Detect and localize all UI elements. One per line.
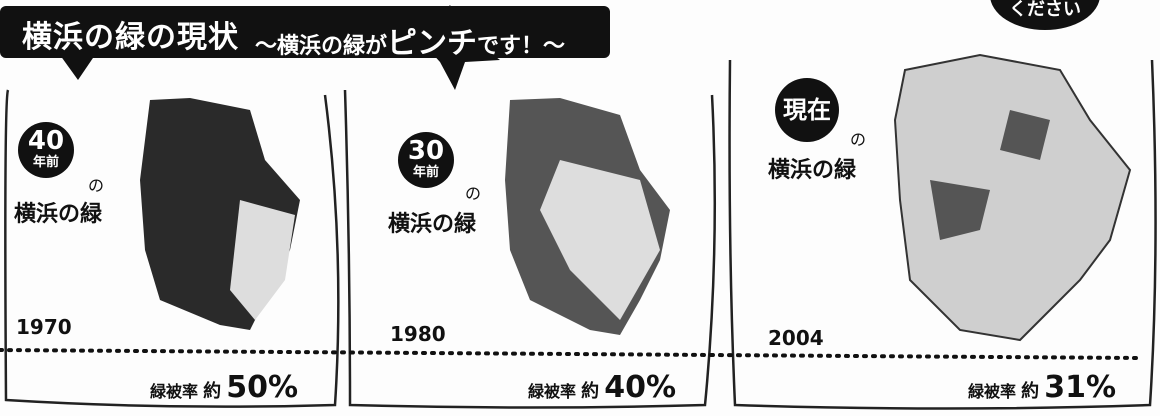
rate-label: 緑被率 <box>150 382 198 401</box>
rate-line: 緑被率 約 50% <box>150 370 298 405</box>
particle: の <box>850 126 866 150</box>
rate-label: 緑被率 <box>968 382 1016 401</box>
badge-number: 40 <box>18 126 74 156</box>
decoration <box>0 0 1160 416</box>
subtitle-prefix: 〜横浜の緑が <box>255 34 387 59</box>
page: 横浜の緑の現状 〜横浜の緑がピンチです！〜 ください 40年前 の 横浜の緑 1… <box>0 0 1160 416</box>
rate-label: 緑被率 <box>528 382 576 401</box>
caption: 横浜の緑 <box>388 206 476 238</box>
badge-unit: 年前 <box>398 166 454 180</box>
subtitle: 〜横浜の緑がピンチです！〜 <box>255 18 565 62</box>
caption: 横浜の緑 <box>14 196 102 228</box>
badge-unit: 年前 <box>18 156 74 170</box>
rate: 50% <box>226 370 298 405</box>
particle: の <box>88 172 104 196</box>
map-2004 <box>895 55 1130 340</box>
rate-prefix: 約 <box>581 381 599 402</box>
rate-prefix: 約 <box>1021 381 1039 402</box>
year: 1970 <box>16 315 72 339</box>
dotted-divider <box>0 350 1140 358</box>
rate-line: 緑被率 約 40% <box>528 370 676 405</box>
rate: 31% <box>1044 370 1116 405</box>
rate: 40% <box>604 370 676 405</box>
rate-prefix: 約 <box>203 381 221 402</box>
caption: 横浜の緑 <box>768 152 856 184</box>
subtitle-suffix: です！〜 <box>477 34 565 59</box>
speech-tail <box>60 55 95 80</box>
subtitle-emphasis: ピンチ <box>387 26 477 61</box>
title: 横浜の緑の現状 <box>22 12 239 56</box>
particle: の <box>465 180 481 204</box>
badge-number: 30 <box>398 136 454 166</box>
year: 2004 <box>768 326 824 350</box>
rate-line: 緑被率 約 31% <box>968 370 1116 405</box>
year: 1980 <box>390 322 446 346</box>
badge: 現在 <box>775 78 839 142</box>
